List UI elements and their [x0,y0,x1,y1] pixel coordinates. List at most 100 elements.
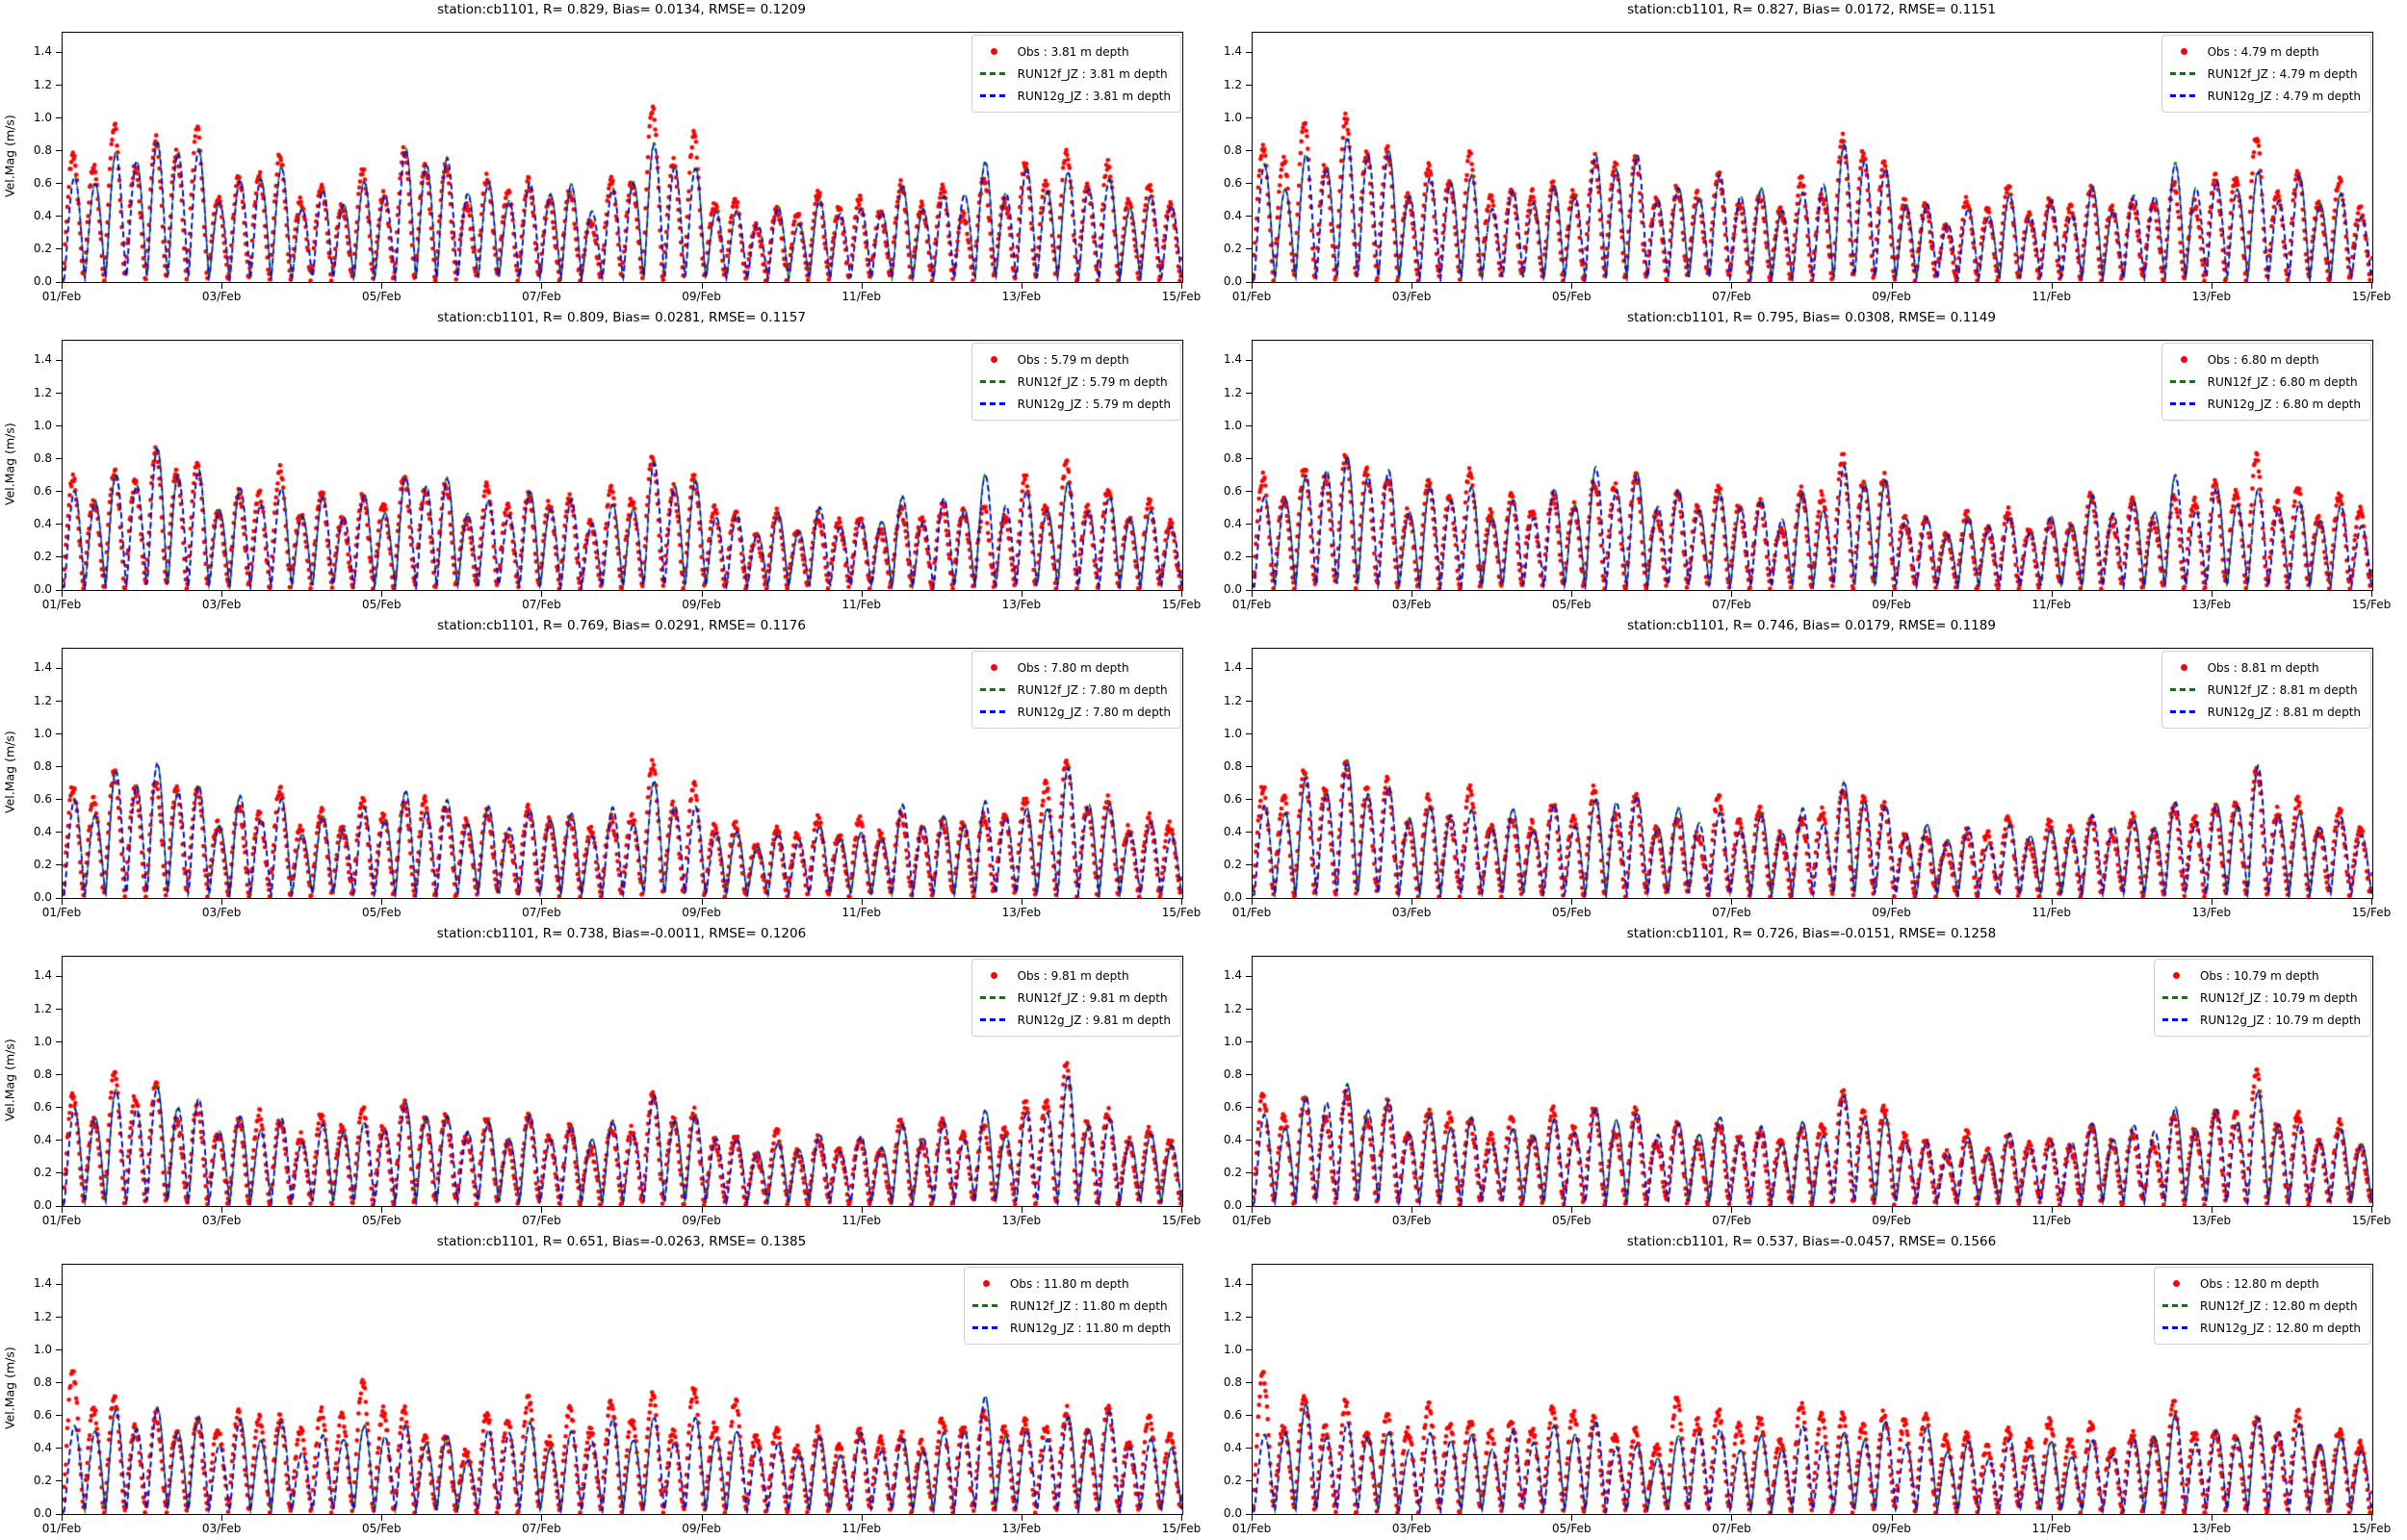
y-tick-mark [1246,248,1252,250]
y-tick-mark [1246,281,1252,283]
x-tick-label: 09/Feb [682,1522,721,1535]
y-tick-mark [56,281,62,283]
y-tick-label: 0.2 [33,857,52,871]
x-tick-mark [62,591,63,597]
x-tick-label: 07/Feb [1712,1522,1751,1535]
y-tick-label: 1.4 [33,44,52,59]
legend-entry: Obs : 7.80 m depth [980,656,1171,679]
y-tick-label: 1.4 [1223,1276,1242,1291]
y-tick-mark [56,1107,62,1109]
y-tick-label: 0.2 [1223,1473,1242,1487]
y-tick-mark [56,589,62,591]
y-tick-mark [56,216,62,218]
y-tick-label: 0.0 [1223,274,1242,288]
legend-dashed-line-icon [979,996,1009,999]
x-tick-mark [1252,1207,1253,1213]
x-tick-mark [701,283,703,289]
x-tick-mark [2371,591,2372,597]
y-tick-label: 0.4 [1223,1440,1242,1454]
subplot-row5-col2: station:cb1101, R= 0.537, Bias=-0.0457, … [1190,1232,2391,1540]
legend-entry: Obs : 3.81 m depth [980,40,1171,63]
y-tick-mark [1246,51,1252,53]
y-tick-label: 0.6 [1223,1099,1242,1114]
dash-line-icon [2161,996,2191,999]
legend-dashed-line-icon [979,1018,1009,1021]
y-tick-label: 0.6 [33,175,52,190]
x-tick-label: 07/Feb [522,1214,561,1227]
x-tick-mark [1181,591,1182,597]
x-tick-label: 01/Feb [41,598,82,611]
x-tick-mark [861,1515,863,1521]
legend-label: Obs : 9.81 m depth [1017,968,1129,983]
y-tick-mark [1246,393,1252,395]
x-tick-mark [1571,283,1573,289]
x-tick-mark [62,1207,63,1213]
y-tick-label: 1.2 [1223,1309,1242,1323]
x-tick-label: 09/Feb [682,598,721,611]
y-tick-label: 0.6 [33,791,52,806]
y-tick-label: 1.4 [1223,968,1242,983]
x-tick-mark [1181,283,1182,289]
y-tick-label: 1.0 [1223,726,1242,740]
x-tick-label: 11/Feb [2032,906,2071,919]
x-tick-label: 09/Feb [682,1214,721,1227]
legend-label: RUN12f_JZ : 5.79 m depth [1017,374,1168,389]
y-tick-label: 1.0 [33,418,52,432]
dash-line-icon [2169,402,2199,405]
legend-label: RUN12f_JZ : 7.80 m depth [1017,682,1168,697]
plot-title: station:cb1101, R= 0.769, Bias= 0.0291, … [437,618,806,633]
obs-dot-icon [2181,48,2188,55]
obs-dot-icon [2181,356,2188,363]
x-tick-label: 01/Feb [1231,1522,1272,1535]
y-tick-label: 1.4 [1223,352,1242,367]
y-tick-label: 0.0 [1223,582,1242,596]
y-tick-label: 0.2 [33,1473,52,1487]
subplot-row4-col1: station:cb1101, R= 0.738, Bias=-0.0011, … [0,924,1202,1232]
legend-label: RUN12f_JZ : 11.80 m depth [1009,1298,1168,1313]
x-tick-mark [541,1515,543,1521]
x-tick-label: 15/Feb [2351,598,2392,611]
y-tick-mark [1246,897,1252,899]
legend-entry: RUN12f_JZ : 4.79 m depth [2169,63,2361,85]
x-tick-label: 09/Feb [682,290,721,303]
y-tick-mark [56,832,62,834]
y-tick-mark [56,1041,62,1043]
y-tick-mark [56,359,62,361]
dash-line-icon [971,1304,1001,1307]
x-tick-label: 11/Feb [841,290,881,303]
x-tick-mark [861,591,863,597]
y-tick-label: 0.4 [33,824,52,838]
x-tick-mark [381,1515,383,1521]
y-tick-mark [1246,85,1252,87]
x-tick-label: 03/Feb [1391,906,1432,919]
x-tick-mark [541,283,543,289]
x-tick-label: 15/Feb [2351,1214,2392,1227]
x-tick-label: 15/Feb [1161,1522,1202,1535]
legend-entry: RUN12f_JZ : 9.81 m depth [979,987,1171,1009]
y-tick-mark [1246,1107,1252,1109]
y-tick-label: 0.2 [1223,549,1242,563]
y-tick-mark [56,248,62,250]
legend-label: Obs : 6.80 m depth [2207,352,2319,367]
y-tick-mark [1246,1283,1252,1285]
legend-entry: RUN12f_JZ : 3.81 m depth [979,63,1171,85]
y-tick-mark [1246,183,1252,185]
plot-legend: Obs : 3.81 m depth RUN12f_JZ : 3.81 m dep… [971,35,1181,113]
y-tick-label: 0.6 [33,1099,52,1114]
x-tick-mark [1731,1207,1733,1213]
y-tick-label: 0.4 [1223,516,1242,530]
obs-dot-icon [2173,972,2181,979]
x-tick-mark [1891,899,1893,905]
y-tick-mark [1246,1205,1252,1207]
y-tick-label: 1.0 [33,1342,52,1356]
x-tick-mark [2211,899,2213,905]
x-tick-label: 13/Feb [1001,906,1042,919]
y-tick-label: 1.2 [1223,1001,1242,1015]
y-tick-label: 1.4 [1223,660,1242,675]
dash-line-icon [979,94,1009,97]
subplot-row1-col2: station:cb1101, R= 0.827, Bias= 0.0172, … [1190,0,2391,308]
y-tick-label: 0.4 [1223,824,1242,838]
y-tick-label: 1.2 [1223,693,1242,707]
x-tick-mark [381,1207,383,1213]
legend-obs-dot-icon [2170,356,2199,363]
